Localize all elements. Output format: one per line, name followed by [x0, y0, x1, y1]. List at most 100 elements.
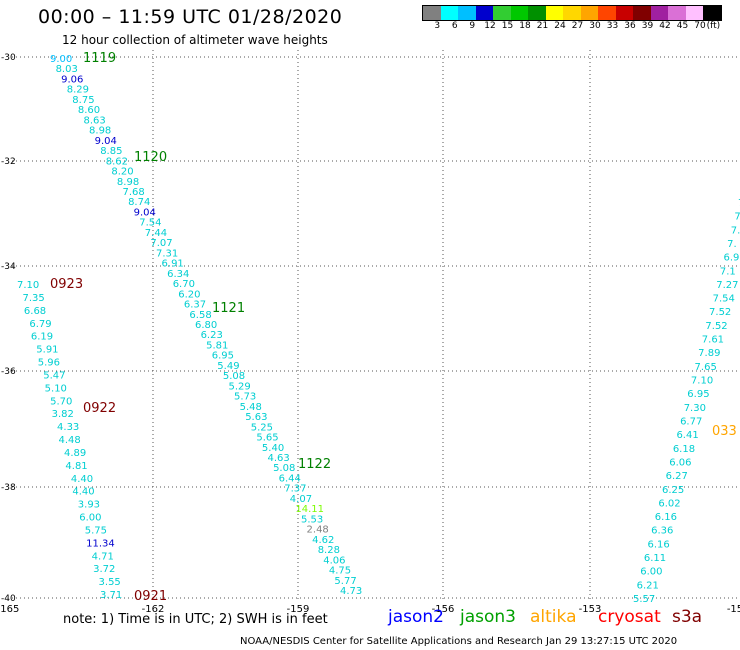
- pass-time-label: 1120: [134, 150, 167, 165]
- page-title: 00:00 – 11:59 UTC 01/28/2020: [38, 6, 343, 28]
- wave-height-label: 5.48: [240, 402, 262, 413]
- latitude-tick-label: -30: [1, 53, 16, 63]
- wave-height-label: 6.16: [647, 539, 669, 550]
- wave-height-label: 4.40: [71, 474, 93, 485]
- wave-height-label: 6.70: [173, 279, 195, 290]
- wave-height-label: 6.19: [31, 332, 53, 343]
- satellite-name: s3a: [672, 607, 703, 627]
- legend-label: (ft): [706, 21, 721, 31]
- wave-height-label: 7.: [731, 225, 740, 236]
- wave-height-label: 8.74: [128, 197, 150, 208]
- legend-label: 70: [694, 21, 706, 31]
- longitude-tick-label: -15: [727, 604, 740, 615]
- wave-height-label: 8.98: [89, 126, 111, 137]
- legend-swatch: [475, 6, 493, 20]
- pass-time-label: 1121: [212, 301, 245, 316]
- wave-height-label: 5.29: [228, 381, 250, 392]
- wave-height-label: 8.29: [67, 85, 89, 96]
- legend-swatch: [458, 6, 476, 20]
- wave-height-label: 5.73: [234, 392, 256, 403]
- wave-height-label: 6.00: [640, 567, 662, 578]
- latitude-tick-label: -40: [1, 594, 16, 604]
- wave-height-label: 5.53: [301, 514, 323, 525]
- wave-height-label: 8.60: [78, 105, 100, 116]
- wave-height-label: 5.08: [223, 371, 245, 382]
- wave-height-label: 6.00: [79, 513, 101, 524]
- legend-swatch: [668, 6, 686, 20]
- wave-height-label: 5.40: [262, 443, 284, 454]
- wave-height-label: 6.91: [162, 259, 184, 270]
- wave-height-label: 6.77: [680, 416, 702, 427]
- wave-height-label: 7.44: [145, 228, 167, 239]
- legend-label: 9: [469, 21, 476, 31]
- legend-swatch: [545, 6, 563, 20]
- wave-height-label: 9.00: [50, 54, 72, 65]
- wave-height-label: 4.63: [268, 453, 290, 464]
- wave-height-label: 6.44: [279, 473, 301, 484]
- wave-height-label: 5.10: [45, 383, 67, 394]
- wave-height-label: 6.34: [167, 269, 189, 280]
- wave-height-label: 7.54: [713, 294, 735, 305]
- legend-label: 24: [554, 21, 566, 31]
- wave-height-label: 5.91: [36, 345, 58, 356]
- wave-height-label: 3.71: [100, 590, 122, 601]
- legend-swatch: [440, 6, 458, 20]
- wave-height-label: 8.98: [117, 177, 139, 188]
- wave-height-label: 7.07: [150, 238, 172, 249]
- wave-height-label: 3.93: [78, 500, 100, 511]
- wave-height-label: 6.25: [662, 485, 684, 496]
- legend-swatch: [528, 6, 546, 20]
- wave-height-label: 6.36: [651, 526, 673, 537]
- wave-height-label: 9.04: [134, 207, 156, 218]
- latitude-tick-label: -34: [1, 262, 16, 272]
- wave-height-label: 6.18: [673, 444, 695, 455]
- legend-label: 39: [641, 21, 654, 31]
- wave-height-label: 7.35: [22, 293, 44, 304]
- legend-swatch: [423, 6, 441, 20]
- wave-height-label: 3.72: [93, 564, 115, 575]
- wave-height-label: 7: [734, 212, 740, 223]
- legend-label: 42: [659, 21, 671, 31]
- wave-height-label: 7.1: [720, 266, 736, 277]
- wave-height-label: 4.33: [57, 422, 79, 433]
- legend-label: 21: [536, 21, 549, 31]
- legend-swatch: [685, 6, 703, 20]
- pass-time-label: 033: [712, 424, 737, 439]
- wave-height-label: 6.9: [724, 253, 740, 264]
- wave-height-label: 4.75: [329, 566, 351, 577]
- wave-height-label: 4.62: [312, 535, 334, 546]
- legend-swatch: [493, 6, 511, 20]
- legend-labels: 3 6 9 12 15 18 21 24 27 30 33 36 39 42 45 70 (ft): [422, 21, 737, 33]
- wave-height-label: 6.37: [184, 300, 206, 311]
- wave-height-label: 8.62: [106, 156, 128, 167]
- wave-height-label: 5.81: [206, 340, 228, 351]
- wave-height-label: 4.73: [340, 586, 362, 597]
- wave-height-label: 4.89: [64, 448, 86, 459]
- wave-height-label: 6.06: [669, 457, 691, 468]
- wave-height-label: 2.48: [307, 525, 329, 536]
- pass-time-label: 1119: [83, 51, 116, 66]
- wave-height-label: 4.71: [92, 551, 114, 562]
- legend-swatch: [615, 6, 633, 20]
- legend-label: 45: [676, 21, 689, 31]
- wave-height-label: 6.21: [637, 580, 659, 591]
- legend-label: 12: [484, 21, 496, 31]
- wave-height-label: 7.52: [705, 321, 727, 332]
- wave-height-label: 3.55: [99, 577, 121, 588]
- legend-swatch: [633, 6, 651, 20]
- wave-height-label: 7.31: [156, 248, 178, 259]
- wave-height-label: 6.95: [687, 389, 709, 400]
- wave-height-label: 7.30: [684, 403, 706, 414]
- pass-time-label: 1122: [298, 457, 331, 472]
- wave-height-label: 9.04: [95, 136, 117, 147]
- wave-height-label: 5.47: [43, 370, 65, 381]
- legend-label: 3: [434, 21, 441, 31]
- wave-height-label: 5.96: [38, 358, 60, 369]
- wave-height-label: 4.40: [72, 487, 94, 498]
- wave-height-label: 5.57: [633, 594, 655, 605]
- satellite-name: jason2: [388, 607, 444, 627]
- wave-height-label: 7.61: [702, 335, 724, 346]
- wave-height-label: 7.65: [695, 362, 717, 373]
- wave-height-label: 8.20: [111, 167, 133, 178]
